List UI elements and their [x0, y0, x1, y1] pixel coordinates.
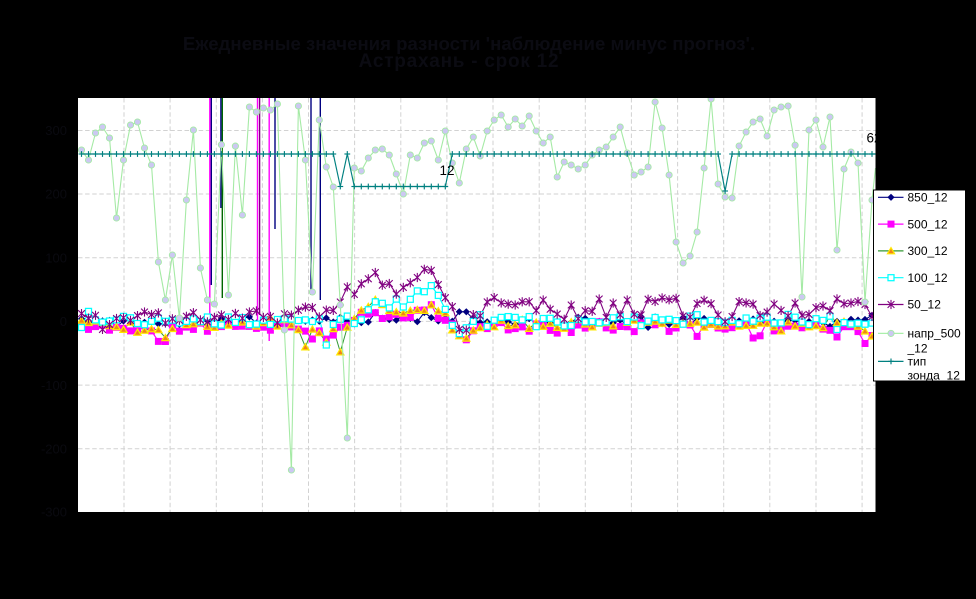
- svg-text:тип: тип: [908, 355, 927, 369]
- svg-text:-200: -200: [41, 442, 67, 457]
- svg-text:500_12: 500_12: [908, 217, 948, 231]
- svg-text:100_12: 100_12: [908, 271, 948, 285]
- svg-text:300_12: 300_12: [908, 244, 948, 258]
- svg-text:0: 0: [60, 314, 67, 329]
- svg-text:Ежедневные значения разности ': Ежедневные значения разности 'наблюдение…: [183, 33, 755, 54]
- svg-text:_12: _12: [907, 342, 928, 356]
- svg-text:850_12: 850_12: [908, 191, 948, 205]
- svg-text:зонда_12: зонда_12: [908, 369, 961, 383]
- svg-text:100: 100: [45, 250, 67, 265]
- svg-text:напр_500: напр_500: [908, 327, 961, 341]
- svg-text:-300: -300: [41, 505, 67, 520]
- svg-text:-100: -100: [41, 378, 67, 393]
- svg-text:62: 62: [867, 131, 882, 146]
- svg-text:200: 200: [45, 187, 67, 202]
- svg-text:12: 12: [440, 163, 455, 178]
- svg-text:300: 300: [45, 123, 67, 138]
- svg-text:50_12: 50_12: [908, 298, 942, 312]
- svg-text:Астрахань - срок 12: Астрахань - срок 12: [359, 51, 560, 72]
